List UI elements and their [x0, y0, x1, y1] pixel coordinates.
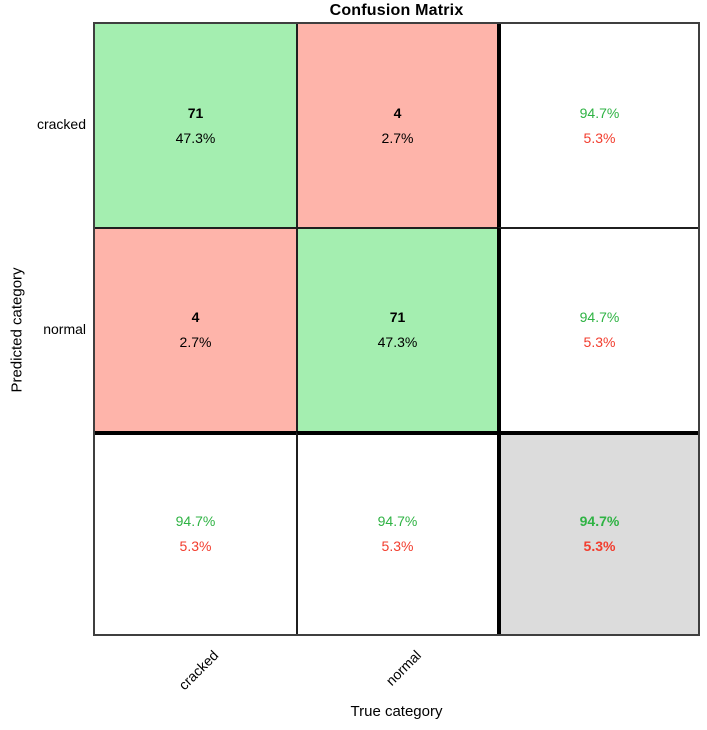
- column-summary-normal: 94.7% 5.3%: [296, 430, 497, 634]
- cell-count: 71: [389, 308, 406, 325]
- matrix-cell-predicted-normal-true-cracked: 4 2.7%: [95, 227, 296, 431]
- overall-error-percent: 5.3%: [583, 538, 616, 555]
- x-axis-label: True category: [350, 703, 443, 720]
- column-summary-negative-percent: 5.3%: [179, 538, 212, 555]
- column-summary-negative-percent: 5.3%: [381, 538, 414, 555]
- cell-percent: 2.7%: [179, 333, 212, 350]
- chart-title: Confusion Matrix: [329, 2, 464, 19]
- cell-count: 4: [393, 104, 402, 121]
- confusion-matrix-grid: 71 47.3% 4 2.7% 94.7% 5.3% 4 2.7% 71 47.…: [93, 22, 700, 636]
- row-summary-positive-percent: 94.7%: [579, 104, 620, 121]
- ytick-cracked: cracked: [36, 116, 86, 132]
- cell-percent: 2.7%: [381, 129, 414, 146]
- overall-accuracy-percent: 94.7%: [579, 513, 620, 530]
- row-summary-negative-percent: 5.3%: [583, 333, 616, 350]
- column-summary-positive-percent: 94.7%: [377, 513, 418, 530]
- row-summary-normal: 94.7% 5.3%: [497, 227, 698, 431]
- row-summary-cracked: 94.7% 5.3%: [497, 24, 698, 228]
- cell-count: 4: [191, 308, 200, 325]
- column-summary-cracked: 94.7% 5.3%: [95, 430, 296, 634]
- y-axis-label: Predicted category: [8, 267, 26, 393]
- cell-count: 71: [187, 104, 204, 121]
- xtick-cracked: cracked: [175, 647, 222, 693]
- matrix-cell-predicted-normal-true-normal: 71 47.3%: [296, 227, 497, 431]
- matrix-cell-predicted-cracked-true-normal: 4 2.7%: [296, 24, 497, 228]
- cell-percent: 47.3%: [377, 333, 418, 350]
- ytick-normal: normal: [43, 321, 86, 337]
- row-summary-positive-percent: 94.7%: [579, 308, 620, 325]
- xtick-normal: normal: [382, 647, 425, 689]
- cell-percent: 47.3%: [175, 129, 216, 146]
- column-summary-positive-percent: 94.7%: [175, 513, 216, 530]
- overall-accuracy-cell: 94.7% 5.3%: [497, 430, 698, 634]
- row-summary-negative-percent: 5.3%: [583, 129, 616, 146]
- matrix-cell-predicted-cracked-true-cracked: 71 47.3%: [95, 24, 296, 228]
